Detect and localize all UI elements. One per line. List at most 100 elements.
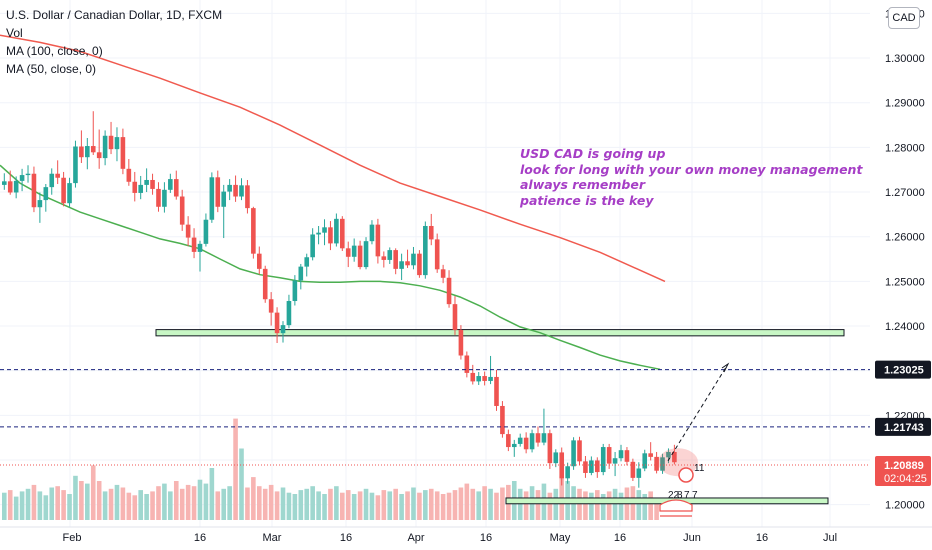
volume-bars bbox=[2, 418, 659, 520]
candle-body bbox=[49, 173, 55, 188]
candle-body bbox=[173, 179, 179, 197]
projection-arrowhead bbox=[721, 362, 730, 373]
volume-bar bbox=[517, 488, 523, 520]
volume-bar bbox=[464, 483, 470, 520]
candle-body bbox=[262, 268, 268, 300]
price-tick-label: 1.28000 bbox=[885, 142, 925, 154]
volume-bar bbox=[233, 418, 238, 520]
volume-bar bbox=[96, 481, 102, 520]
time-tick-label: May bbox=[550, 532, 571, 544]
candle-body bbox=[428, 225, 434, 240]
volume-bar bbox=[262, 488, 268, 520]
candle-body bbox=[565, 466, 570, 479]
event-count: 7 bbox=[684, 490, 690, 501]
volume-bar bbox=[334, 486, 339, 520]
candle-body bbox=[245, 185, 250, 209]
volume-bar bbox=[304, 488, 310, 520]
candle-body bbox=[31, 173, 37, 208]
volume-bar bbox=[340, 492, 345, 520]
candlesticks bbox=[2, 111, 698, 488]
event-markers[interactable]: 11 228 7 7 bbox=[659, 463, 705, 517]
candle-body bbox=[577, 440, 582, 462]
candle-body bbox=[197, 243, 203, 252]
volume-bar bbox=[49, 487, 55, 520]
candle-body bbox=[150, 179, 155, 189]
candle-body bbox=[179, 196, 185, 225]
volume-bar bbox=[428, 488, 434, 520]
candle-body bbox=[458, 330, 464, 356]
price-tag-label: 1.20889 bbox=[884, 460, 924, 472]
candle-body bbox=[618, 450, 624, 459]
volume-bar bbox=[168, 491, 173, 520]
candle-body bbox=[571, 440, 576, 467]
volume-bar bbox=[648, 491, 653, 520]
volume-bar bbox=[393, 488, 398, 520]
time-tick-label: Mar bbox=[263, 532, 282, 544]
volume-bar bbox=[274, 491, 280, 520]
price-tick-label: 1.30000 bbox=[885, 53, 925, 65]
candle-body bbox=[156, 188, 161, 207]
price-tick-label: 1.27000 bbox=[885, 187, 925, 199]
support-zones[interactable] bbox=[155, 329, 845, 505]
candle-body bbox=[61, 177, 66, 204]
volume-bar bbox=[583, 491, 588, 520]
candle-body bbox=[494, 376, 499, 406]
event-count: 22 bbox=[668, 490, 680, 501]
candle-body bbox=[476, 376, 481, 382]
price-axis[interactable]: 1.310001.300001.290001.280001.270001.260… bbox=[872, 0, 932, 550]
volume-bar bbox=[411, 487, 416, 520]
annotation-line: always remember bbox=[520, 177, 646, 192]
volume-bar bbox=[345, 490, 351, 520]
time-axis[interactable]: Feb 16 Mar 16 Apr 16 May 16 Jun 16 Jul bbox=[0, 526, 932, 550]
annotation-line: patience is the key bbox=[520, 192, 654, 208]
volume-bar bbox=[494, 492, 499, 520]
candle-body bbox=[434, 239, 440, 270]
volume-bar bbox=[577, 488, 582, 520]
ma50-line bbox=[0, 164, 661, 371]
volume-bar bbox=[85, 483, 90, 520]
candle-body bbox=[73, 146, 78, 184]
candle-body bbox=[268, 299, 274, 313]
candle-body bbox=[340, 218, 345, 249]
candle-body bbox=[334, 218, 339, 244]
volume-bar bbox=[417, 492, 422, 520]
volume-bar bbox=[173, 481, 179, 520]
volume-bar bbox=[37, 491, 43, 520]
candle-body bbox=[316, 232, 321, 235]
volume-bar bbox=[482, 486, 487, 520]
candle-body bbox=[162, 189, 167, 207]
volume-bar bbox=[600, 494, 606, 520]
indicator-ma100[interactable]: MA (100, close, 0) bbox=[6, 44, 103, 58]
candle-body bbox=[298, 266, 304, 281]
indicator-ma50[interactable]: MA (50, close, 0) bbox=[6, 62, 97, 76]
candle-body bbox=[553, 452, 559, 464]
horizontal-lines[interactable] bbox=[0, 369, 870, 466]
candle-body bbox=[256, 253, 262, 269]
volume-bar bbox=[595, 490, 600, 520]
volume-bar bbox=[375, 495, 381, 520]
volume-bar bbox=[197, 479, 203, 520]
candle-body bbox=[209, 177, 215, 220]
candle-body bbox=[25, 173, 31, 176]
volume-bar bbox=[310, 486, 315, 520]
candle-body bbox=[168, 179, 173, 190]
symbol-title[interactable]: U.S. Dollar / Canadian Dollar, 1D, FXCM bbox=[6, 8, 223, 22]
candle-body bbox=[612, 458, 618, 464]
candle-body bbox=[345, 248, 351, 257]
candle-body bbox=[399, 261, 404, 269]
currency-button[interactable]: CAD bbox=[888, 7, 920, 29]
candle-body bbox=[672, 451, 677, 463]
price-tag bbox=[875, 455, 931, 486]
time-tick-label: 16 bbox=[340, 532, 352, 544]
indicator-volume[interactable]: Vol bbox=[6, 26, 23, 40]
candle-body bbox=[606, 447, 612, 464]
volume-bar bbox=[245, 487, 250, 520]
candle-body bbox=[251, 208, 256, 254]
projection-arrow[interactable] bbox=[667, 362, 730, 462]
chart-legend: U.S. Dollar / Canadian Dollar, 1D, FXCM … bbox=[6, 6, 222, 78]
candle-body bbox=[102, 135, 108, 159]
candle-body bbox=[642, 453, 648, 469]
text-annotation[interactable]: USD CAD is going up look for long with y… bbox=[520, 146, 862, 208]
volume-bar bbox=[150, 491, 155, 520]
